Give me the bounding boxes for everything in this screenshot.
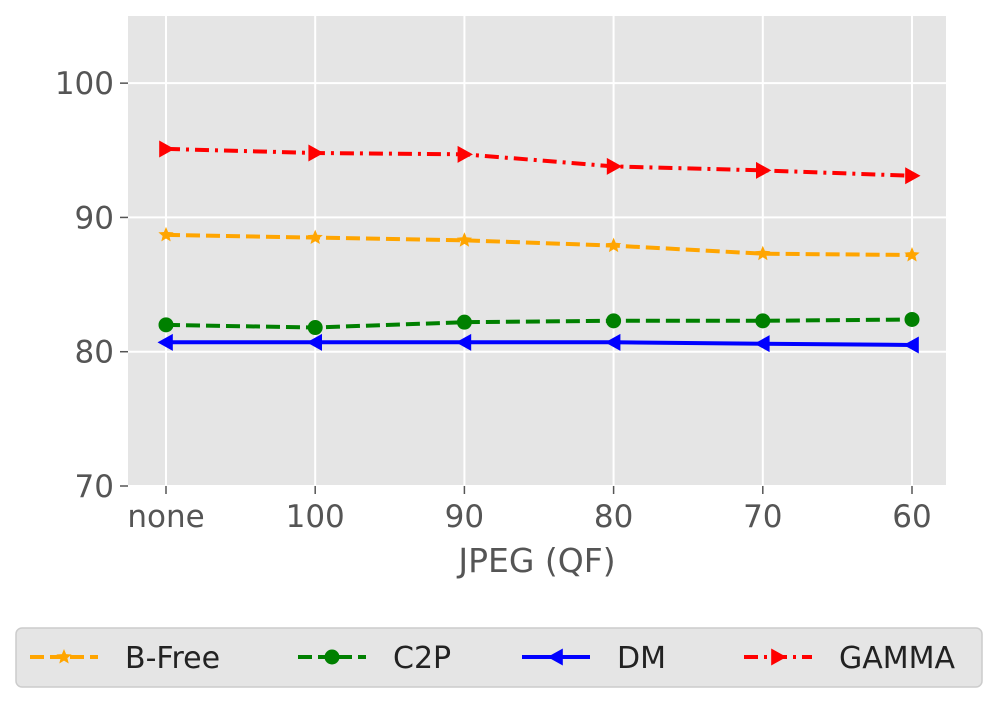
data-point-c2p (606, 313, 622, 329)
legend-label: DM (617, 641, 666, 676)
y-tick-label: 80 (75, 335, 114, 371)
legend-marker (56, 649, 72, 664)
legend-item-b-free: B-Free (30, 641, 220, 676)
series-line-gamma (165, 146, 913, 178)
series-c2p (158, 311, 920, 336)
x-tick-label: none (127, 499, 204, 535)
legend-item-gamma: GAMMA (744, 641, 956, 676)
series-group (157, 140, 921, 354)
data-point-dm (157, 333, 173, 351)
legend-label: GAMMA (839, 641, 956, 676)
data-point-b-free (904, 247, 920, 262)
x-tick-label: 100 (286, 499, 345, 535)
data-point-c2p (456, 314, 472, 330)
series-b-free (158, 226, 920, 262)
data-point-gamma (308, 144, 324, 162)
series-line-b-free (165, 232, 913, 257)
x-tick-label: 80 (594, 499, 633, 535)
y-tick-label: 90 (75, 200, 114, 236)
x-axis-label: JPEG (QF) (456, 541, 615, 580)
y-tick-label: 70 (75, 469, 114, 505)
data-point-c2p (755, 313, 771, 329)
legend-item-dm: DM (522, 641, 666, 676)
legend-item-c2p: C2P (298, 641, 451, 676)
series-gamma (159, 140, 921, 185)
data-point-dm (754, 335, 770, 353)
x-tick-label: 90 (445, 499, 484, 535)
data-point-gamma (159, 140, 175, 158)
data-point-gamma (606, 157, 623, 175)
data-point-b-free (606, 237, 622, 253)
legend-label: B-Free (125, 641, 220, 676)
legend-marker (547, 648, 563, 666)
data-point-gamma (905, 167, 921, 185)
data-point-b-free (456, 232, 472, 247)
x-tick-label: 60 (892, 499, 931, 535)
data-point-c2p (158, 317, 174, 333)
series-dm (157, 333, 919, 354)
data-point-dm (306, 333, 322, 351)
data-point-dm (903, 336, 919, 354)
data-point-gamma (756, 161, 772, 179)
data-point-b-free (158, 226, 174, 242)
legend-marker (324, 649, 340, 665)
data-point-c2p (307, 320, 323, 336)
data-point-gamma (457, 145, 473, 163)
x-axis: none 100 90 80 70 60 (127, 486, 932, 535)
legend: B-Free C2P DM GAMMA (15, 627, 983, 688)
y-tick-label: 100 (55, 66, 114, 102)
x-tick-label: 70 (743, 499, 782, 535)
plot-area (128, 16, 946, 486)
data-point-dm (605, 333, 621, 351)
data-point-b-free (307, 229, 323, 244)
y-axis: 70 80 90 100 (55, 66, 128, 505)
data-point-dm (455, 333, 472, 351)
series-line-dm (166, 340, 913, 347)
data-point-c2p (904, 311, 920, 327)
series-line-c2p (165, 317, 913, 330)
legend-box (15, 627, 983, 688)
data-point-b-free (755, 245, 771, 261)
legend-label: C2P (393, 641, 451, 676)
legend-marker (771, 648, 787, 666)
